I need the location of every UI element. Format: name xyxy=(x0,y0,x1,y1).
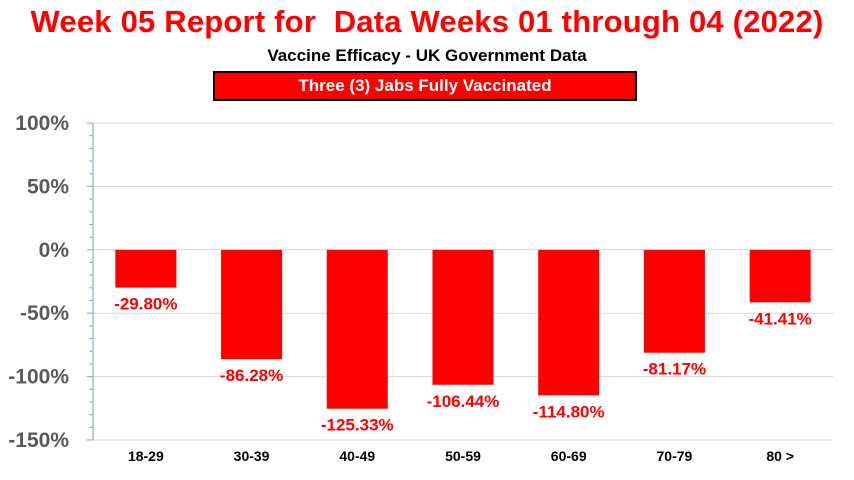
x-tick-label: 70-79 xyxy=(657,448,693,464)
x-tick-label: 60-69 xyxy=(551,448,587,464)
y-tick-label: -50% xyxy=(20,302,69,325)
data-label: -41.41% xyxy=(748,309,811,328)
bar xyxy=(221,249,283,360)
y-tick-label: 50% xyxy=(27,175,69,198)
bar xyxy=(749,249,811,303)
page-title: Week 05 Report for Data Weeks 01 through… xyxy=(30,4,824,39)
y-tick-label: 0% xyxy=(39,239,70,262)
chart-subtitle: Vaccine Efficacy - UK Government Data xyxy=(267,46,587,65)
bar xyxy=(538,249,600,396)
x-tick-label: 50-59 xyxy=(445,448,481,464)
y-tick-label: -100% xyxy=(8,366,69,389)
x-tick-label: 18-29 xyxy=(128,448,164,464)
x-tick-label: 30-39 xyxy=(234,448,270,464)
y-tick-label: 100% xyxy=(15,112,69,135)
x-tick-label: 80 > xyxy=(766,448,794,464)
data-label: -114.80% xyxy=(533,402,605,421)
data-label: -81.17% xyxy=(643,360,706,379)
x-tick-label: 40-49 xyxy=(339,448,375,464)
bar xyxy=(643,249,705,353)
data-label: -29.80% xyxy=(114,295,177,314)
y-tick-label: -150% xyxy=(8,429,69,452)
data-label: -106.44% xyxy=(427,392,500,411)
bar xyxy=(432,249,494,385)
bar xyxy=(326,249,388,409)
data-label: -86.28% xyxy=(220,366,283,385)
vaccination-status-banner: Three (3) Jabs Fully Vaccinated xyxy=(213,71,637,101)
bar xyxy=(115,249,177,288)
data-label: -125.33% xyxy=(321,416,394,435)
